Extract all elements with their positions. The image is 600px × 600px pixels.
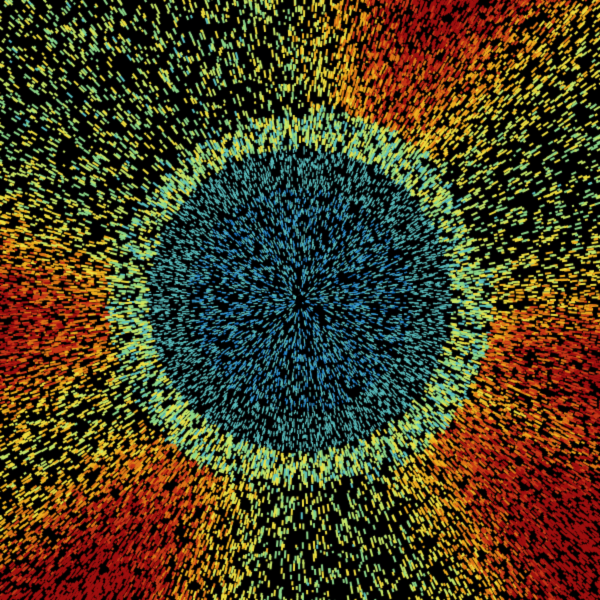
- radar-site-marker: [296, 295, 304, 303]
